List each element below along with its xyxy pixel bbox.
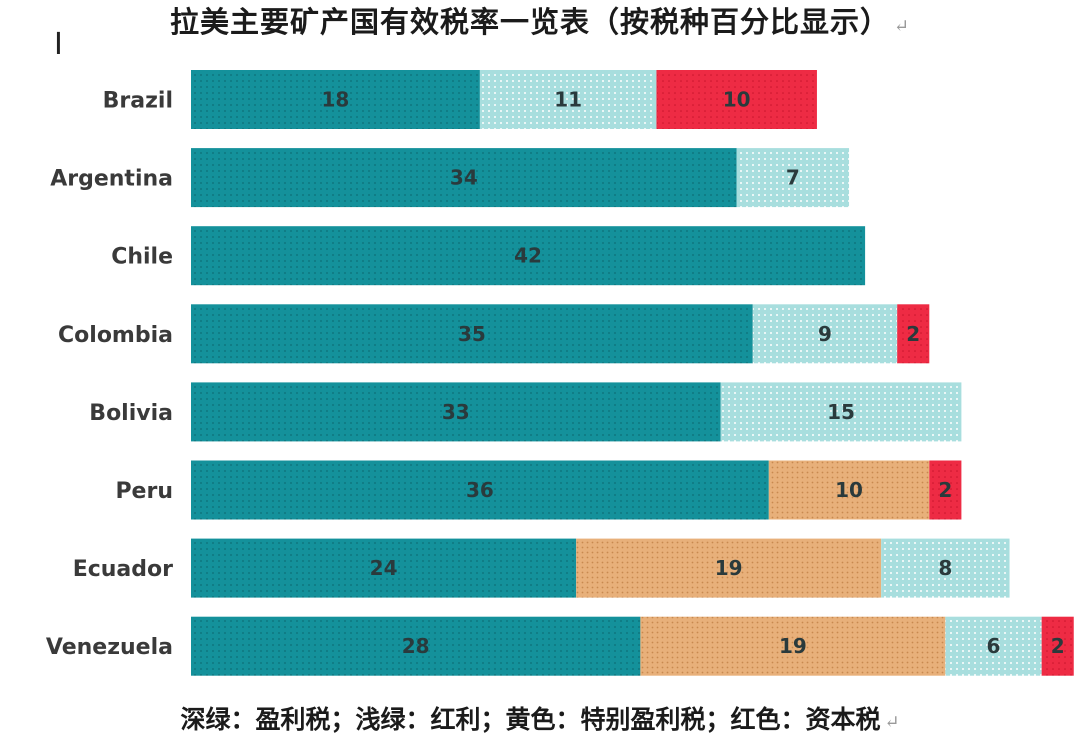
category-label: Chile xyxy=(111,245,173,270)
legend-note: 深绿：盈利税；浅绿：红利；黄色：特别盈利税；红色：资本税 ↵ xyxy=(0,702,1080,738)
data-label: 10 xyxy=(835,478,863,502)
data-label: 2 xyxy=(938,478,952,502)
chart-title: 拉美主要矿产国有效税率一览表（按税种百分比显示） ↵ xyxy=(0,2,1080,42)
bar-segment-dividends xyxy=(945,616,1042,676)
bar-segment-dividends xyxy=(881,538,1010,598)
paragraph-mark-icon: ↵ xyxy=(884,712,900,733)
bar-segment-profit-tax xyxy=(191,616,641,676)
bar-segment-profit-tax xyxy=(191,460,769,520)
data-label: 19 xyxy=(715,556,743,580)
bar-segment-capital-tax xyxy=(897,304,930,364)
data-label: 6 xyxy=(987,634,1001,658)
bar-segment-special-profit-tax xyxy=(640,616,946,676)
data-label: 36 xyxy=(466,478,494,502)
data-label: 8 xyxy=(938,556,952,580)
bar-segment-profit-tax xyxy=(191,382,721,442)
category-label: Ecuador xyxy=(73,557,173,582)
data-label: 28 xyxy=(402,634,430,658)
bar-segment-profit-tax xyxy=(191,70,480,129)
chart-title-text: 拉美主要矿产国有效税率一览表（按税种百分比显示） xyxy=(169,5,890,39)
data-label: 10 xyxy=(723,88,751,112)
bar-segment-capital-tax xyxy=(1041,616,1074,676)
legend-note-text: 深绿：盈利税；浅绿：红利；黄色：特别盈利税；红色：资本税 xyxy=(180,705,881,734)
bar-segment-capital-tax xyxy=(656,70,817,129)
data-label: 15 xyxy=(827,400,855,424)
paragraph-mark-icon: ↵ xyxy=(893,16,911,37)
text-cursor-icon: I xyxy=(54,27,63,62)
category-label: Brazil xyxy=(103,89,173,114)
bar-segment-profit-tax xyxy=(191,538,577,598)
category-label: Venezuela xyxy=(46,635,173,660)
bar-segment-dividends xyxy=(736,148,850,208)
data-label: 35 xyxy=(458,322,486,346)
category-label: Argentina xyxy=(50,167,173,192)
bar-segment-profit-tax xyxy=(191,148,737,208)
data-label: 34 xyxy=(450,166,478,190)
category-labels-layer: Brazil Argentina Chile Colombia Bolivia Peru E… xyxy=(46,89,173,661)
bar-segment-special-profit-tax xyxy=(768,460,930,520)
bars-layer: 18 11 10 34 7 42 35 9 2 33 15 36 10 2 24 19 8 28 19 6 2 xyxy=(191,70,1074,676)
category-label: Colombia xyxy=(58,323,173,348)
category-label: Bolivia xyxy=(89,401,173,426)
bar-segment-dividends xyxy=(479,70,657,129)
data-label: 33 xyxy=(442,400,470,424)
data-label: 11 xyxy=(554,88,582,112)
bar-segment-special-profit-tax xyxy=(576,538,882,598)
data-label: 24 xyxy=(370,556,398,580)
category-label: Peru xyxy=(115,479,173,504)
bar-segment-profit-tax xyxy=(191,226,866,286)
bar-segment-dividends xyxy=(720,382,962,442)
data-label: 18 xyxy=(322,88,350,112)
data-label: 2 xyxy=(1051,634,1065,658)
data-label: 2 xyxy=(906,322,920,346)
data-label: 19 xyxy=(779,634,807,658)
data-label: 42 xyxy=(514,244,542,268)
bar-segment-profit-tax xyxy=(191,304,753,364)
bar-segment-dividends xyxy=(752,304,898,364)
data-label: 9 xyxy=(818,322,832,346)
data-label: 7 xyxy=(786,166,800,190)
bar-segment-capital-tax xyxy=(929,460,962,520)
